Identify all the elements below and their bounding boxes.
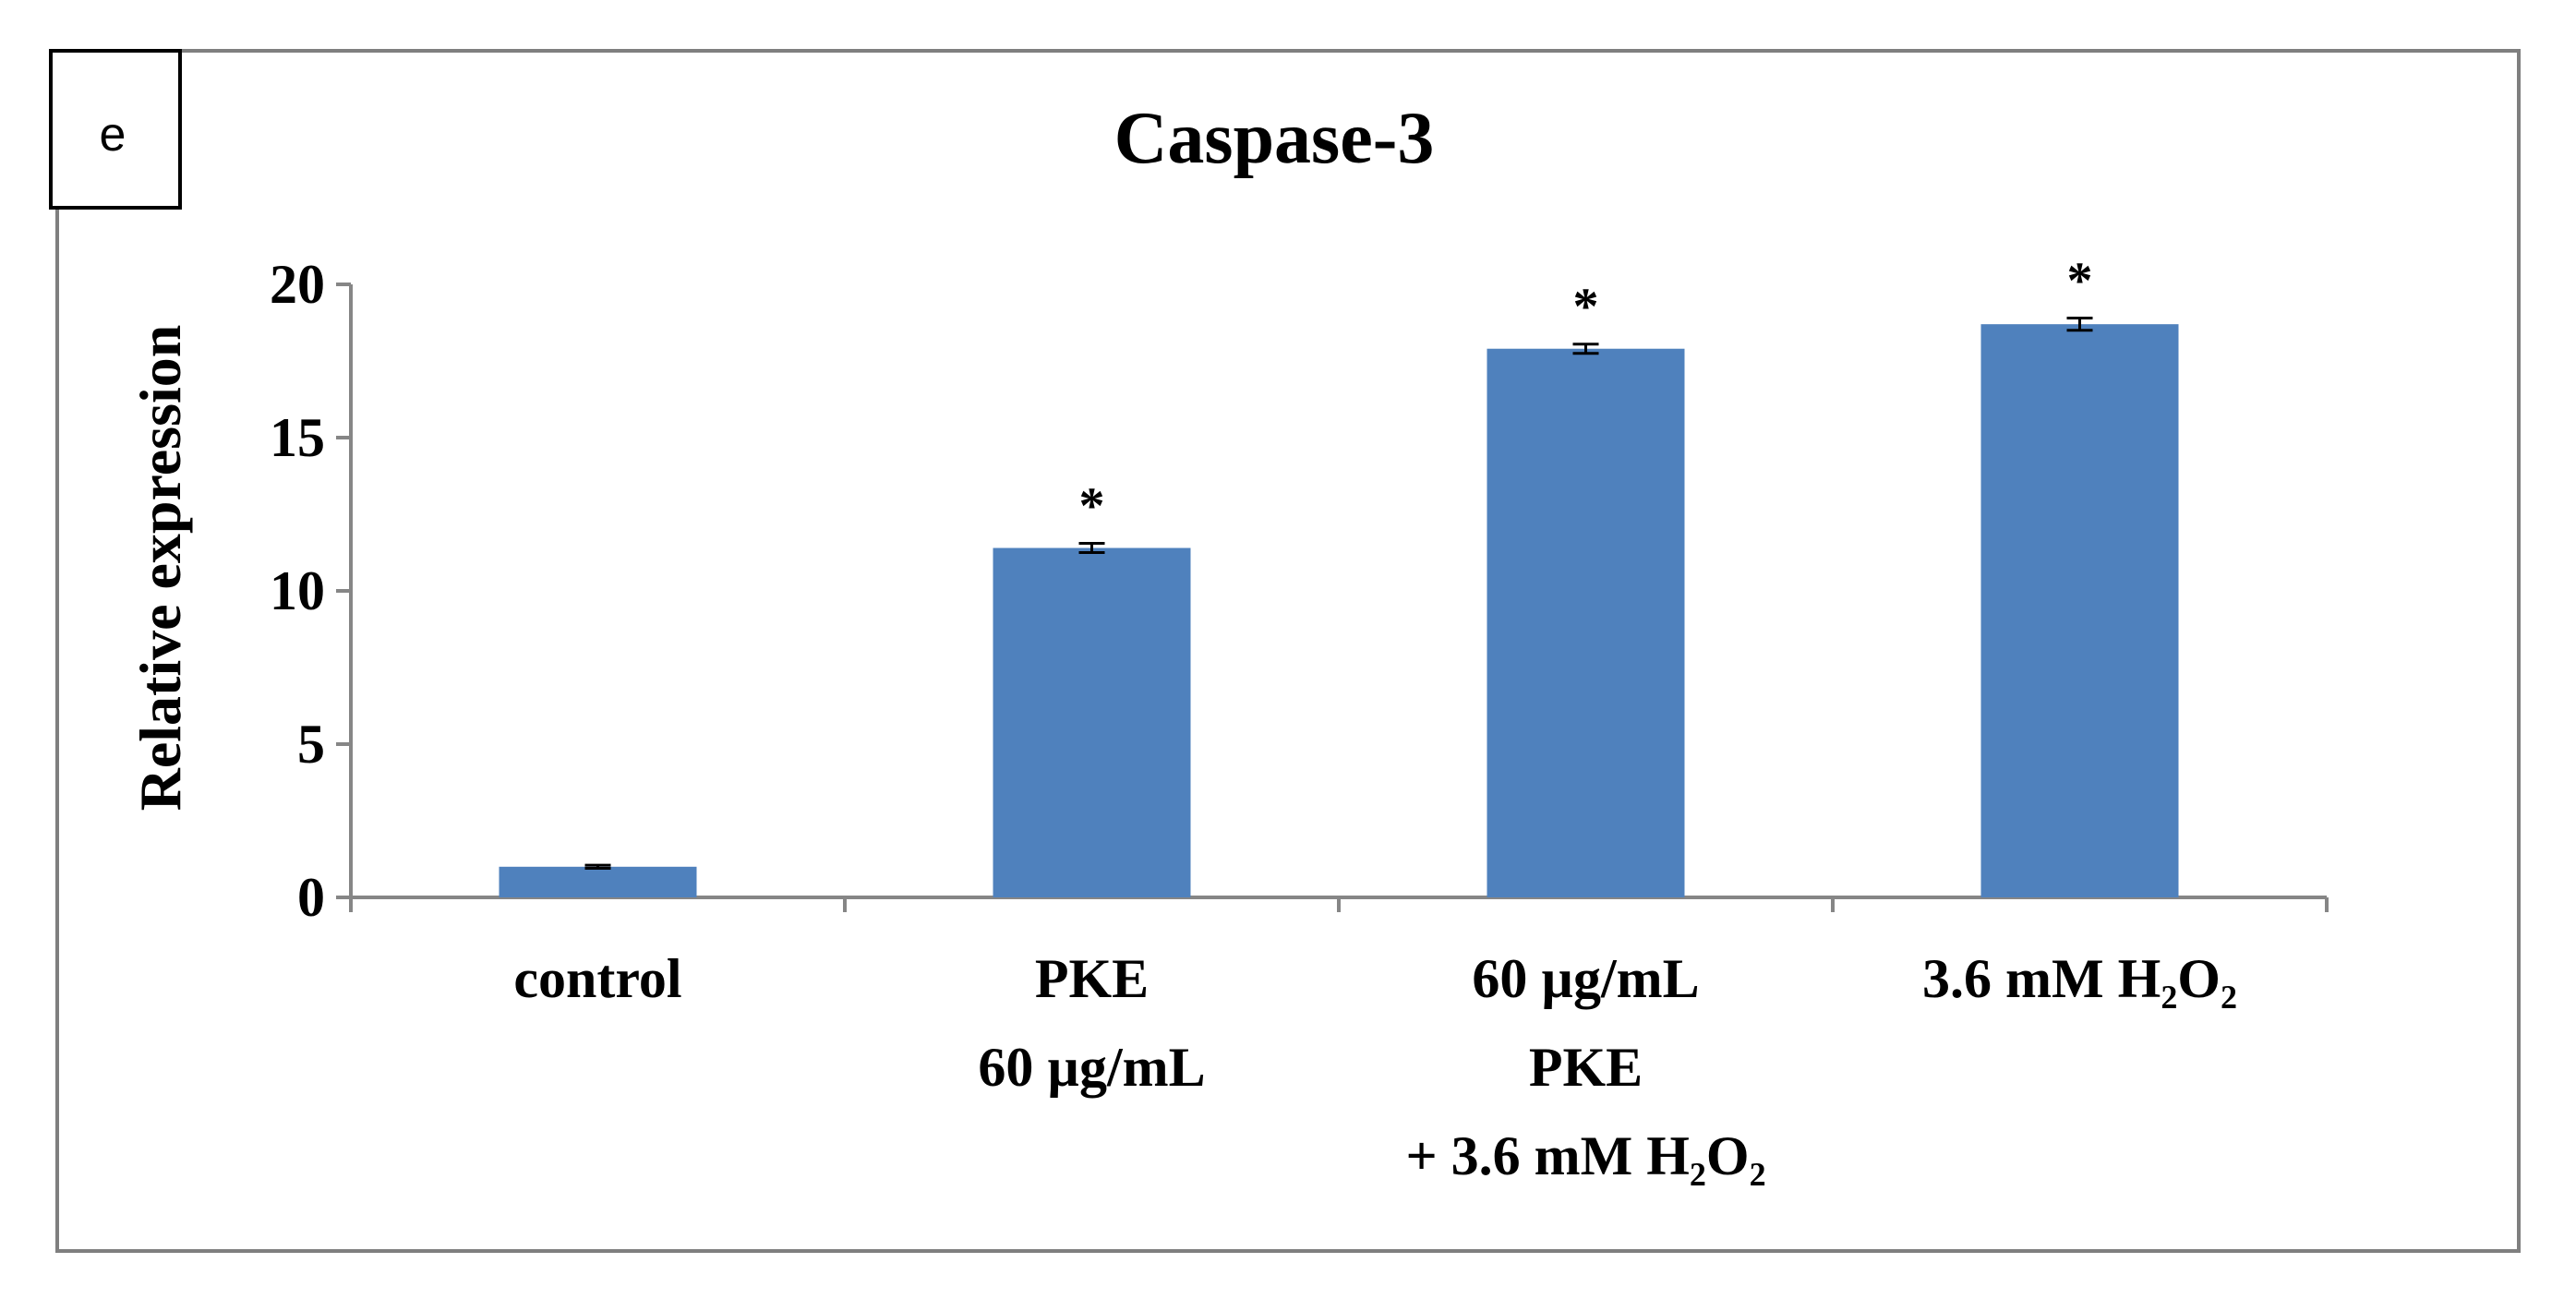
y-tick-label: 20 [270,254,325,315]
y-tick-label: 5 [297,714,325,775]
y-tick-label: 15 [270,407,325,468]
chart-frame [55,49,2521,1253]
bar [993,547,1191,897]
y-axis-label: Relative expression [127,325,193,812]
chart-title: Caspase-3 [1114,98,1435,179]
x-tick-label: control [513,948,681,1009]
significance-marker: * [2067,253,2093,310]
panel-label: e [100,108,126,162]
bar [499,866,697,897]
x-tick-label: 60 µg/mL [978,1037,1205,1098]
y-tick-label: 0 [297,867,325,928]
plot-area: 0 5 10 15 20 control * PKE 60 µg/mL * 60 µg/mL PKE +… [270,253,2329,1186]
y-tick-label: 10 [270,560,325,621]
x-tick-label: 3.6 mM H₂O₂ [1922,948,2237,1009]
x-tick-label: PKE [1529,1037,1643,1098]
x-tick-label: 60 µg/mL [1472,948,1699,1009]
panel-label-frame [49,49,182,210]
significance-marker: * [1079,478,1105,535]
x-tick-label: + 3.6 mM H₂O₂ [1405,1125,1765,1186]
bar [1487,348,1685,898]
panel-label-box: e [49,49,182,210]
bar [1980,324,2179,897]
significance-marker: * [1573,279,1599,336]
x-tick-label: PKE [1035,948,1149,1009]
